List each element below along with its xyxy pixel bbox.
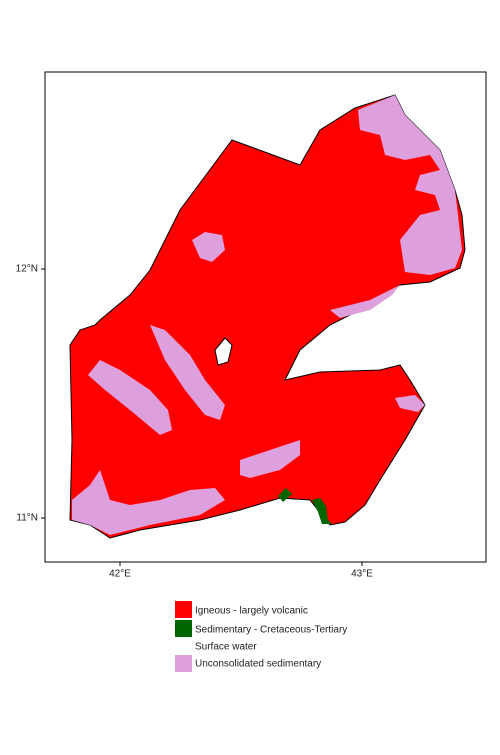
legend-swatch [175, 638, 192, 655]
unconsolidated-region [240, 440, 300, 478]
water-region [214, 337, 233, 366]
legend: Igneous - largely volcanic Sedimentary -… [175, 601, 347, 672]
geology-map [69, 94, 466, 539]
legend-label: Igneous - largely volcanic [195, 606, 308, 617]
unconsolidated-region [395, 395, 425, 412]
axes: 12°N 11°N 42°E 43°E [16, 264, 374, 580]
y-tick-label: 12°N [16, 264, 38, 275]
unconsolidated-region [192, 232, 225, 262]
x-tick-label: 43°E [351, 569, 373, 580]
legend-swatch [175, 655, 192, 672]
unconsolidated-region [330, 285, 400, 318]
unconsolidated-region [150, 325, 225, 420]
sedimentary-region [278, 488, 292, 502]
legend-label: Unconsolidated sedimentary [195, 659, 321, 670]
y-tick-label: 11°N [16, 513, 38, 524]
unconsolidated-region [358, 95, 462, 275]
sedimentary-region [312, 498, 332, 524]
legend-label: Surface water [195, 642, 257, 653]
unconsolidated-region [72, 470, 225, 535]
legend-label: Sedimentary - Cretaceous-Tertiary [195, 625, 347, 636]
x-tick-label: 42°E [109, 569, 131, 580]
unconsolidated-region [88, 360, 172, 435]
legend-swatch [175, 620, 192, 637]
legend-swatch [175, 601, 192, 618]
